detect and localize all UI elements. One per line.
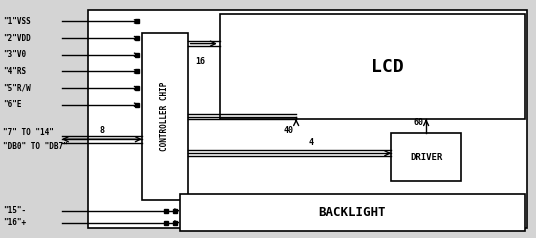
Text: CONTROLLER CHIP: CONTROLLER CHIP (160, 82, 169, 151)
Text: "5"R/W: "5"R/W (3, 84, 31, 93)
Text: "6"E: "6"E (3, 100, 21, 109)
Text: 4: 4 (308, 138, 314, 147)
Text: "4"RS: "4"RS (3, 67, 26, 76)
Text: 8: 8 (99, 126, 105, 135)
Text: "2"VDD: "2"VDD (3, 34, 31, 43)
Bar (220, 14, 525, 119)
Bar (142, 33, 188, 200)
Text: BACKLIGHT: BACKLIGHT (319, 206, 386, 219)
Text: "16"+: "16"+ (3, 218, 26, 227)
Bar (88, 10, 527, 228)
Text: LCD: LCD (371, 58, 404, 76)
Bar (391, 133, 461, 181)
Text: 60: 60 (413, 118, 423, 127)
Text: "15"-: "15"- (3, 206, 26, 215)
Text: 16: 16 (196, 57, 206, 66)
Text: "1"VSS: "1"VSS (3, 17, 31, 26)
Text: "3"V0: "3"V0 (3, 50, 26, 59)
Text: "7" TO "14": "7" TO "14" (3, 128, 54, 137)
Text: 40: 40 (284, 126, 294, 135)
Text: "DB0" TO "DB7": "DB0" TO "DB7" (3, 142, 68, 151)
Text: DRIVER: DRIVER (410, 153, 442, 162)
Bar (180, 194, 525, 231)
